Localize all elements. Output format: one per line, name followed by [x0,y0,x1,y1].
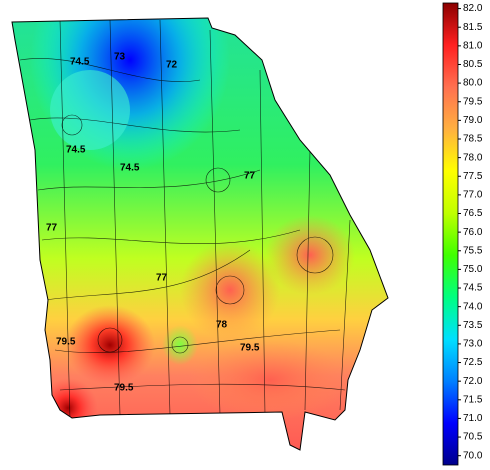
colorbar-tick-label: 80.5 [463,59,483,70]
colorbar-tick-label: 79.5 [463,96,483,107]
contour-label: 73 [114,52,126,63]
colorbar-tick-label: 79.0 [463,115,483,126]
contour-label: 78 [216,320,228,331]
colorbar-tick-label: 70.5 [463,432,483,443]
colorbar-tick-label: 72.5 [463,357,483,368]
colorbar-tick-label: 76.0 [463,227,483,238]
colorbar-tick-label: 71.0 [463,413,483,424]
contour-label: 79.5 [240,343,260,354]
contour-label: 72 [166,60,178,71]
colorbar-tick-label: 73.5 [463,320,483,331]
contour-label: 77 [244,171,256,182]
contour-label: 77 [46,223,58,234]
colorbar-tick-label: 77.0 [463,190,483,201]
contour-labels: 74.5 73 72 74.5 74.5 77 77 77 79.5 78 79… [46,52,260,394]
colorbar-tick-label: 74.5 [463,283,483,294]
colorbar-tick-label: 77.5 [463,171,483,182]
contour-label: 74.5 [66,145,86,156]
colorbar-tick-label: 80.0 [463,78,483,89]
colorbar-tick-label: 74.0 [463,301,483,312]
colorbar-tick-label: 82.0 [463,3,483,14]
colorbar-tick-label: 73.0 [463,339,483,350]
colorbar-tick-label: 78.5 [463,134,483,145]
colorbar-tick-label: 81.0 [463,40,483,51]
state-outline [11,17,389,451]
colorbar [442,2,459,466]
colorbar-tick-label: 71.5 [463,394,483,405]
contour-label: 74.5 [70,57,90,68]
colorbar-tick-label: 75.0 [463,264,483,275]
colorbar-tick-label: 72.0 [463,376,483,387]
state-fill [12,18,388,450]
contour-label: 79.5 [56,337,76,348]
colorbar-tick-label: 75.5 [463,245,483,256]
colorbar-tick-label: 78.0 [463,152,483,163]
colorbar-tick-label: 70.0 [463,450,483,461]
colorbar-tick-label: 81.5 [463,22,483,33]
colorbar-tick-label: 76.5 [463,208,483,219]
contour-label: 77 [156,273,168,284]
contour-label: 74.5 [120,163,140,174]
contour-label: 79.5 [114,383,134,394]
